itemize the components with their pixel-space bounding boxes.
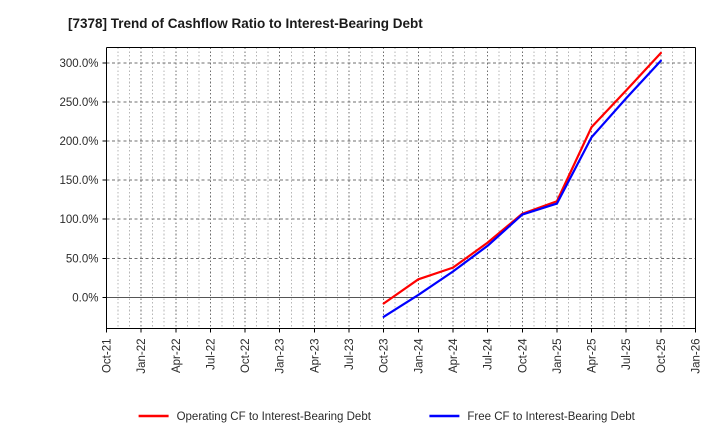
y-tick-label: 50.0% xyxy=(66,253,99,265)
y-tick-label: 100.0% xyxy=(59,214,98,226)
y-tick-label: 150.0% xyxy=(59,175,98,187)
legend-item[interactable]: Operating CF to Interest-Bearing Debt xyxy=(138,411,372,423)
y-tick-label: 200.0% xyxy=(59,136,98,148)
y-tick-label: 250.0% xyxy=(59,97,98,109)
axes xyxy=(102,47,696,333)
x-tick-label: Jul-24 xyxy=(483,338,495,370)
x-tick-label: Jan-24 xyxy=(413,338,425,374)
x-tick-label: Jan-26 xyxy=(691,339,703,374)
x-tick-label: Apr-25 xyxy=(587,339,599,374)
x-tick-label: Oct-22 xyxy=(240,339,252,374)
chart-legend: Operating CF to Interest-Bearing Debt Fre… xyxy=(138,411,636,423)
legend-item[interactable]: Free CF to Interest-Bearing Debt xyxy=(429,411,636,423)
y-tick-label: 0.0% xyxy=(72,292,98,304)
x-tick-label: Jan-22 xyxy=(136,339,148,374)
chart-title: [7378] Trend of Cashflow Ratio to Intere… xyxy=(68,16,423,31)
x-tick-label: Jul-23 xyxy=(344,339,356,370)
gridlines xyxy=(106,47,696,329)
x-tick-label: Jul-22 xyxy=(205,339,217,370)
legend-item-label: Operating CF to Interest-Bearing Debt xyxy=(177,411,372,423)
y-axis-tick-labels: 0.0% 50.0% 100.0% 150.0% 200.0% 250.0% 300.0% xyxy=(59,58,98,304)
x-tick-label: Jan-23 xyxy=(275,339,287,374)
legend-item-label: Free CF to Interest-Bearing Debt xyxy=(467,411,635,423)
y-tick-label: 300.0% xyxy=(59,58,98,70)
data-series xyxy=(382,51,662,318)
x-tick-label: Apr-22 xyxy=(171,339,183,374)
x-tick-label: Oct-25 xyxy=(656,339,668,374)
x-axis-tick-labels: Oct-21 Jan-22 Apr-22 Jul-22 Oct-22 Jan-23 Apr-… xyxy=(102,338,703,374)
x-tick-label: Oct-23 xyxy=(379,339,391,374)
x-tick-label: Oct-21 xyxy=(102,339,114,374)
x-tick-label: Oct-24 xyxy=(517,338,529,373)
x-tick-label: Apr-24 xyxy=(448,338,460,373)
x-tick-label: Apr-23 xyxy=(309,339,321,374)
x-tick-label: Jul-25 xyxy=(621,339,633,370)
x-tick-label: Jan-25 xyxy=(552,339,564,374)
series-line-free-cf xyxy=(382,59,662,318)
